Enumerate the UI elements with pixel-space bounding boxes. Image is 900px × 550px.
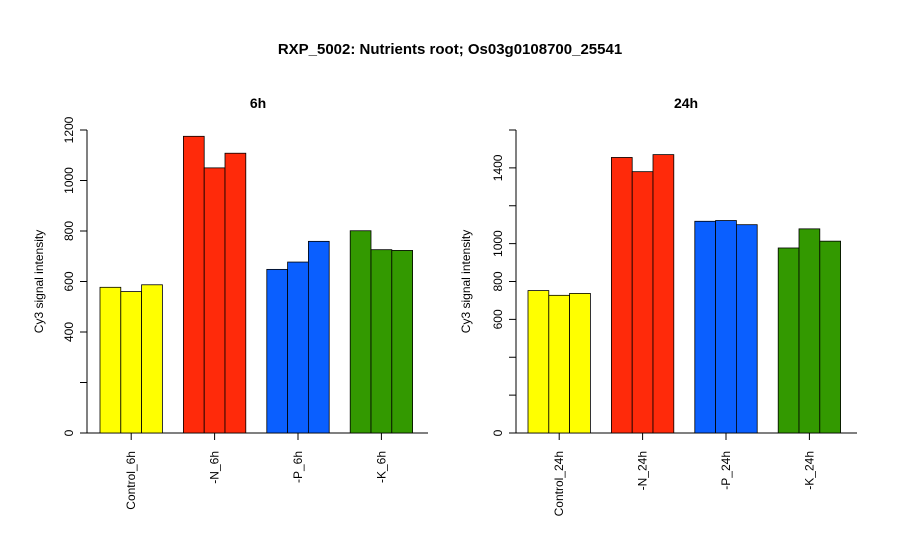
- panel-title: 24h: [674, 95, 698, 111]
- bar: [798, 228, 821, 434]
- bar: [141, 284, 163, 434]
- bar: [631, 171, 654, 434]
- bar: [715, 220, 737, 434]
- y-tick-label: 1400: [491, 154, 505, 181]
- category-label: -P_6h: [291, 451, 305, 483]
- bar: [736, 224, 758, 434]
- bar: [391, 250, 413, 434]
- bar: [527, 290, 550, 434]
- category-label: -N_24h: [636, 451, 650, 490]
- panel-title: 6h: [250, 95, 266, 111]
- y-tick-label: 1200: [62, 116, 76, 143]
- bar: [569, 293, 591, 434]
- category-label: -N_6h: [208, 451, 222, 484]
- bar: [287, 261, 309, 434]
- y-tick-label: 600: [491, 309, 505, 329]
- bar: [307, 240, 330, 434]
- y-tick-label: 0: [491, 429, 505, 436]
- bar: [203, 167, 226, 434]
- bar: [349, 230, 372, 434]
- bar: [182, 135, 205, 434]
- y-tick-label: 400: [62, 322, 76, 342]
- bar: [652, 154, 675, 434]
- bar: [224, 152, 247, 434]
- y-tick-label: 800: [491, 271, 505, 291]
- y-tick-label: 600: [62, 271, 76, 291]
- panel-6h: 6h Cy3 signal intensity 0 400 600 800 1000 1200…: [32, 95, 428, 510]
- y-tick-label: 1000: [62, 167, 76, 194]
- y-tick-label: 1000: [491, 230, 505, 257]
- y-tick-label: 0: [62, 429, 76, 436]
- bar: [611, 157, 633, 434]
- bar: [99, 286, 122, 434]
- bar: [548, 294, 570, 434]
- bar: [819, 240, 841, 434]
- bar: [120, 291, 143, 434]
- category-label: -K_6h: [374, 451, 388, 483]
- y-tick-label: 800: [62, 221, 76, 241]
- figure-title: RXP_5002: Nutrients root; Os03g0108700_2…: [278, 41, 622, 58]
- y-axis-label: Cy3 signal intensity: [32, 230, 46, 333]
- bar: [370, 249, 393, 434]
- category-label: Control_24h: [552, 451, 566, 516]
- y-axis-label: Cy3 signal intensity: [459, 230, 473, 333]
- category-label: -P_24h: [719, 451, 733, 490]
- bar: [266, 268, 288, 434]
- panel-24h: 24h Cy3 signal intensity 0 600 800 1000 1400 Co…: [459, 95, 857, 516]
- category-label: Control_6h: [124, 451, 138, 510]
- category-label: -K_24h: [802, 451, 816, 490]
- bar: [694, 220, 716, 434]
- bar: [777, 247, 800, 434]
